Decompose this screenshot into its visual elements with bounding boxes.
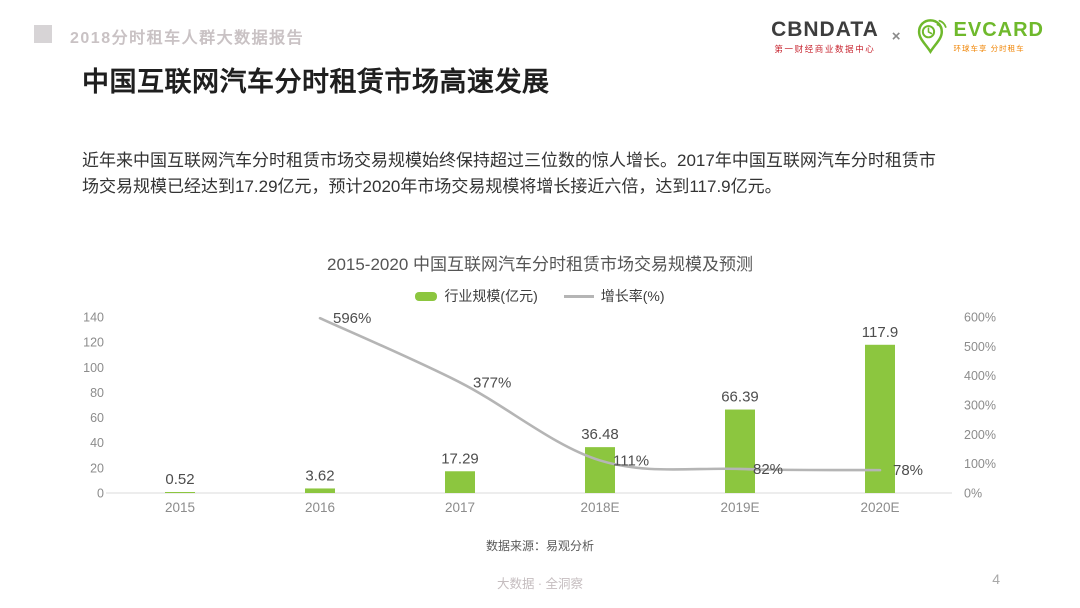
evcard-pin-icon bbox=[917, 19, 947, 54]
svg-text:600%: 600% bbox=[964, 311, 996, 325]
svg-text:80: 80 bbox=[90, 386, 104, 400]
page-number: 4 bbox=[992, 571, 1000, 587]
svg-text:100: 100 bbox=[83, 361, 104, 375]
footer-slogan: 大数据 · 全洞察 bbox=[496, 577, 584, 591]
svg-text:2018E: 2018E bbox=[580, 500, 619, 515]
svg-text:3.62: 3.62 bbox=[305, 467, 334, 484]
svg-text:120: 120 bbox=[83, 336, 104, 350]
market-chart: 0 20 40 60 80 100 120 140 0% 100% 200% 300% 400% 500%… bbox=[83, 310, 996, 515]
chart-legend: 行业规模(亿元) 增长率(%) bbox=[0, 286, 1080, 306]
cbndata-wordmark: CBNDATA bbox=[771, 17, 879, 41]
svg-text:36.48: 36.48 bbox=[581, 426, 619, 443]
svg-text:2019E: 2019E bbox=[720, 500, 759, 515]
line-series-label: 增长率(%) bbox=[600, 288, 665, 304]
svg-text:300%: 300% bbox=[964, 399, 996, 413]
svg-text:0: 0 bbox=[97, 487, 104, 501]
svg-text:596%: 596% bbox=[333, 310, 371, 327]
svg-text:82%: 82% bbox=[753, 461, 783, 478]
svg-text:377%: 377% bbox=[473, 374, 511, 391]
chart-title: 2015-2020 中国互联网汽车分时租赁市场交易规模及预测 bbox=[326, 255, 754, 274]
svg-text:111%: 111% bbox=[613, 452, 649, 469]
logo-separator: × bbox=[891, 27, 901, 45]
evcard-text-block: EVCARD 环球车享 分时租车 bbox=[954, 19, 1044, 54]
svg-text:17.29: 17.29 bbox=[441, 450, 479, 467]
svg-text:2016: 2016 bbox=[305, 500, 335, 515]
cbndata-subtitle: 第一财经商业数据中心 bbox=[774, 43, 876, 54]
svg-text:2017: 2017 bbox=[445, 500, 475, 515]
svg-text:0.52: 0.52 bbox=[165, 471, 194, 488]
report-title: 2018分时租车人群大数据报告 bbox=[70, 30, 305, 47]
svg-text:0%: 0% bbox=[964, 487, 982, 501]
evcard-tagline: 环球车享 分时租车 bbox=[953, 43, 1025, 53]
svg-text:78%: 78% bbox=[893, 462, 923, 479]
body-line-1: 近年来中国互联网汽车分时租赁市场交易规模始终保持超过三位数的惊人增长。2017年… bbox=[82, 151, 936, 170]
svg-text:20: 20 bbox=[90, 461, 104, 475]
svg-text:140: 140 bbox=[83, 311, 104, 325]
svg-text:2015: 2015 bbox=[165, 500, 195, 515]
body-line-2: 场交易规模已经达到17.29亿元，预计2020年市场交易规模将增长接近六倍，达到… bbox=[82, 177, 782, 196]
data-source: 数据来源：易观分析 bbox=[485, 539, 594, 553]
svg-text:100%: 100% bbox=[964, 457, 996, 471]
svg-text:66.39: 66.39 bbox=[721, 389, 759, 406]
svg-text:60: 60 bbox=[90, 411, 104, 425]
svg-text:40: 40 bbox=[90, 436, 104, 450]
evcard-logo: EVCARD 环球车享 分时租车 bbox=[914, 16, 1044, 56]
bar-series-swatch bbox=[415, 291, 438, 301]
svg-text:400%: 400% bbox=[964, 369, 996, 383]
svg-text:200%: 200% bbox=[964, 428, 996, 442]
header-square-icon bbox=[34, 25, 52, 43]
page-title: 中国互联网汽车分时租赁市场高速发展 bbox=[82, 67, 550, 97]
svg-text:500%: 500% bbox=[964, 340, 996, 354]
cbndata-logo: CBNDATA 第一财经商业数据中心 bbox=[771, 18, 879, 55]
body-text: 近年来中国互联网汽车分时租赁市场交易规模始终保持超过三位数的惊人增长。2017年… bbox=[82, 148, 936, 200]
svg-text:2020E: 2020E bbox=[860, 500, 899, 515]
line-series-swatch bbox=[563, 294, 594, 298]
logo-group: CBNDATA 第一财经商业数据中心 × EVCARD 环球车享 分时租车 bbox=[771, 16, 1044, 56]
bar-series-label: 行业规模(亿元) bbox=[444, 288, 538, 304]
svg-text:117.9: 117.9 bbox=[862, 324, 898, 341]
evcard-wordmark: EVCARD bbox=[953, 18, 1044, 41]
